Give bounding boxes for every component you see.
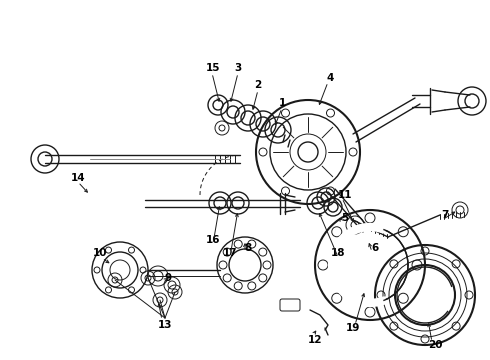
Text: 3: 3 [234, 63, 242, 73]
Text: 13: 13 [158, 320, 172, 330]
Text: 9: 9 [165, 273, 172, 283]
Text: 20: 20 [428, 340, 442, 350]
Text: 2: 2 [254, 80, 262, 90]
Text: 6: 6 [371, 243, 379, 253]
Text: 14: 14 [71, 173, 85, 183]
Text: 12: 12 [308, 335, 322, 345]
Text: 7: 7 [441, 210, 449, 220]
Text: 10: 10 [93, 248, 107, 258]
Text: 16: 16 [206, 235, 220, 245]
FancyBboxPatch shape [280, 299, 300, 311]
Text: 19: 19 [346, 323, 360, 333]
Text: 8: 8 [245, 243, 252, 253]
Text: 5: 5 [342, 213, 348, 223]
Text: 11: 11 [338, 190, 352, 200]
Text: 4: 4 [326, 73, 334, 83]
Text: 1: 1 [278, 98, 286, 108]
Text: 15: 15 [206, 63, 220, 73]
Text: 18: 18 [331, 248, 345, 258]
Text: 17: 17 [222, 248, 237, 258]
